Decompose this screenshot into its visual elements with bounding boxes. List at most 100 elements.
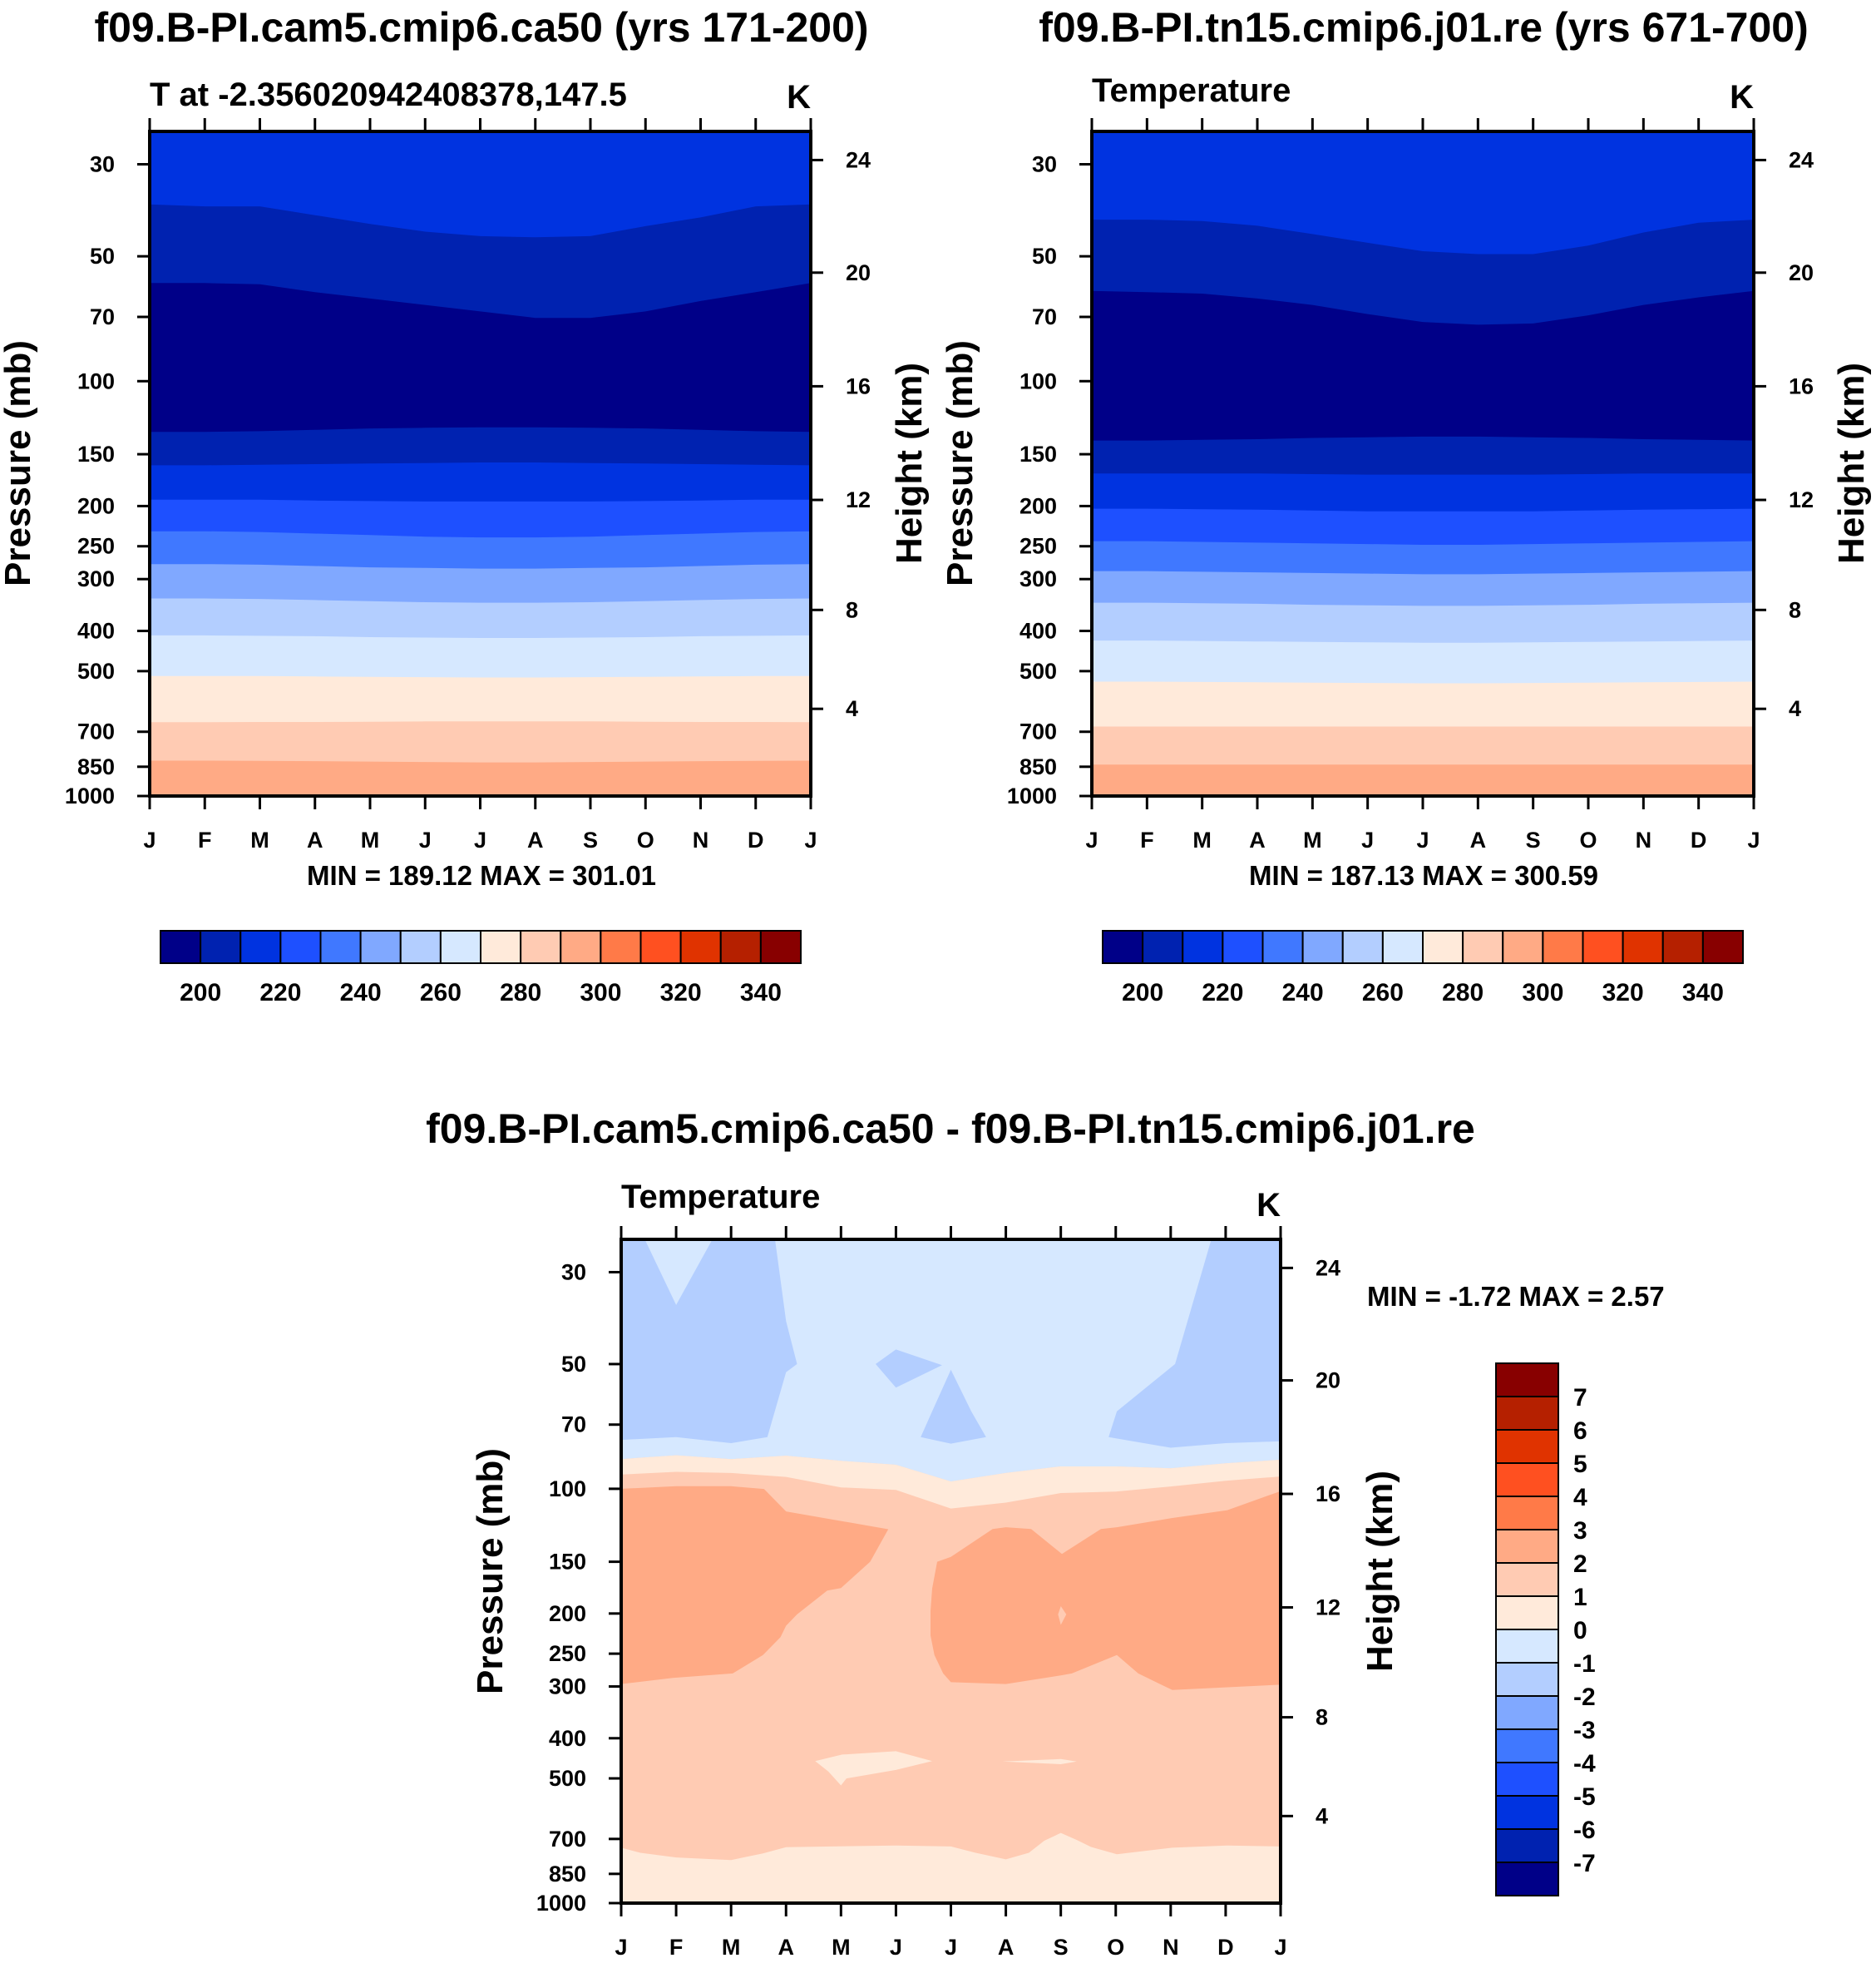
contour-region (621, 1239, 797, 1443)
colorbar-label: -5 (1573, 1783, 1596, 1811)
colorbar-box (1102, 930, 1144, 964)
colorbar-box (200, 930, 242, 964)
panel3-subtitle: Temperature (621, 1179, 820, 1215)
colorbar-label: 4 (1573, 1484, 1587, 1511)
colorbar-box (1495, 1562, 1559, 1597)
pressure-label: 1000 (536, 1891, 586, 1916)
pressure-label: 400 (77, 619, 115, 644)
pressure-label: 100 (1019, 368, 1057, 393)
height-label: 8 (846, 597, 858, 622)
colorbar-box (1301, 930, 1344, 964)
colorbar-box (560, 930, 602, 964)
month-label: M (722, 1935, 741, 1960)
pressure-label: 30 (1032, 151, 1057, 176)
contour-region (621, 1455, 1281, 1509)
colorbar-box (1495, 1595, 1559, 1630)
colorbar-box (1495, 1396, 1559, 1431)
contour-band (150, 760, 811, 796)
colorbar-label: 1 (1573, 1584, 1587, 1611)
month-label: M (1192, 828, 1212, 853)
colorbar-box (1495, 1728, 1559, 1763)
month-label: D (1691, 828, 1707, 853)
month-label: A (778, 1935, 795, 1960)
height-label: 8 (1789, 597, 1801, 622)
colorbar-label: 240 (1282, 979, 1324, 1006)
colorbar-box (1622, 930, 1664, 964)
colorbar-box (600, 930, 642, 964)
month-label: N (1636, 828, 1652, 853)
colorbar-label: 6 (1573, 1417, 1587, 1445)
pressure-label: 50 (90, 244, 115, 269)
colorbar-label: 240 (340, 979, 382, 1006)
pressure-label: 70 (561, 1412, 586, 1437)
colorbar-box (1495, 1828, 1559, 1863)
panel1-y2label: Height (km) (889, 363, 930, 564)
height-label: 20 (1789, 260, 1814, 285)
month-label: J (1085, 828, 1098, 853)
colorbar-box (1422, 930, 1464, 964)
colorbar-box (1495, 1762, 1559, 1797)
height-label: 20 (846, 260, 871, 285)
colorbar-box (1502, 930, 1544, 964)
month-label: F (669, 1935, 684, 1960)
pressure-label: 200 (77, 493, 115, 518)
pressure-label: 850 (549, 1862, 586, 1886)
month-label: A (1249, 828, 1266, 853)
height-label: 24 (846, 147, 871, 172)
colorbar-box (1495, 1429, 1559, 1464)
colorbar-box (439, 930, 481, 964)
colorbar-box (399, 930, 442, 964)
colorbar-box (319, 930, 362, 964)
height-label: 20 (1316, 1368, 1340, 1393)
colorbar-box (1495, 1462, 1559, 1497)
colorbar-label: 300 (1522, 979, 1563, 1006)
panel2-ylabel: Pressure (mb) (940, 340, 980, 586)
month-label: J (419, 828, 432, 853)
colorbar-box (1462, 930, 1504, 964)
contour-region (621, 1486, 889, 1684)
pressure-label: 700 (77, 719, 115, 744)
pressure-label: 50 (1032, 244, 1057, 269)
colorbar-label: -7 (1573, 1850, 1596, 1877)
colorbar-box (1341, 930, 1384, 964)
height-label: 12 (1789, 487, 1814, 512)
contour-region (815, 1751, 932, 1786)
colorbar-box (1495, 1862, 1559, 1896)
month-label: O (1579, 828, 1597, 853)
colorbar-label: 320 (1602, 979, 1644, 1006)
pressure-label: 70 (1032, 304, 1057, 329)
contour-region (1058, 1606, 1067, 1625)
pressure-label: 250 (1019, 534, 1057, 559)
height-label: 4 (1789, 696, 1801, 721)
month-label: J (1747, 828, 1760, 853)
colorbar-box (1182, 930, 1224, 964)
month-label: F (198, 828, 212, 853)
panel3-ylabel: Pressure (mb) (470, 1448, 511, 1694)
colorbar-box (1495, 1695, 1559, 1730)
pressure-label: 300 (549, 1674, 586, 1699)
month-label: S (1054, 1935, 1069, 1960)
pressure-label: 500 (1019, 659, 1057, 684)
colorbar-label: 2 (1573, 1550, 1587, 1578)
colorbar-label: -1 (1573, 1650, 1596, 1678)
colorbar-label: 7 (1573, 1384, 1587, 1412)
month-label: O (1107, 1935, 1124, 1960)
colorbar-box (279, 930, 322, 964)
pressure-label: 500 (549, 1766, 586, 1791)
month-label: N (1163, 1935, 1179, 1960)
month-label: D (748, 828, 764, 853)
panel2-title: f09.B-PI.tn15.cmip6.j01.re (yrs 671-700) (1039, 4, 1808, 51)
month-label: A (1470, 828, 1487, 853)
month-label: A (527, 828, 544, 853)
colorbar-box (480, 930, 522, 964)
pressure-label: 300 (1019, 566, 1057, 591)
colorbar-label: 0 (1573, 1617, 1587, 1644)
colorbar-box (759, 930, 802, 964)
month-label: M (361, 828, 380, 853)
colorbar-label: 340 (740, 979, 782, 1006)
colorbar-box (1542, 930, 1584, 964)
pressure-label: 150 (549, 1550, 586, 1575)
pressure-label: 150 (1019, 442, 1057, 467)
pressure-label: 250 (549, 1641, 586, 1666)
colorbar-label: 200 (1122, 979, 1163, 1006)
